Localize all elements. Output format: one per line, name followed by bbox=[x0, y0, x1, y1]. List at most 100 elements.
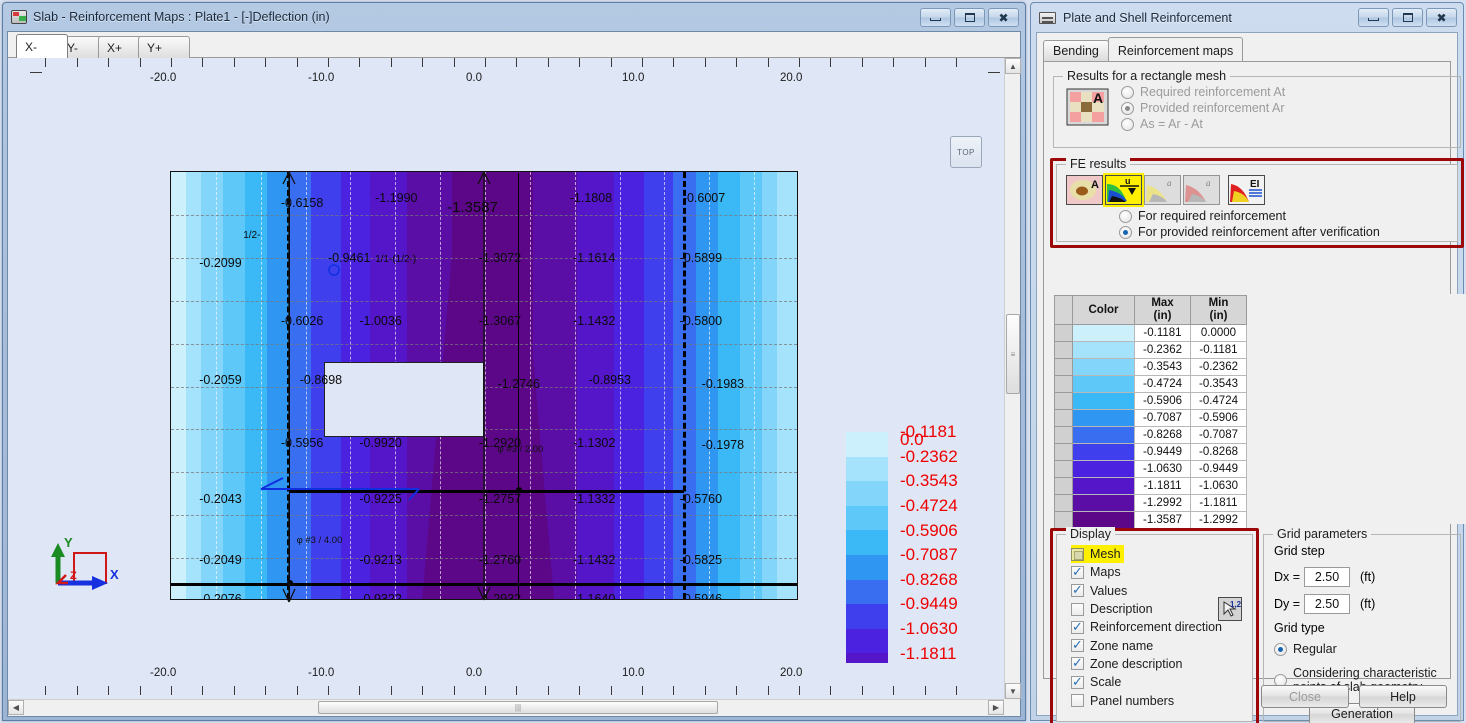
row-selector[interactable] bbox=[1054, 409, 1073, 427]
vertical-scrollbar[interactable]: ▲ ≡ ▼ bbox=[1004, 58, 1021, 699]
color-table-row[interactable]: -0.3543 -0.2362 bbox=[1054, 358, 1247, 376]
vertical-scroll-thumb[interactable]: ≡ bbox=[1006, 314, 1020, 394]
ruler-label-x: -20.0 bbox=[150, 667, 177, 679]
tab-reinforcement-maps[interactable]: Reinforcement maps bbox=[1107, 37, 1244, 61]
display-option-zone-description[interactable]: Zone description bbox=[1071, 655, 1222, 673]
option-provided-reinforcement-ar[interactable]: Provided reinforcement Ar bbox=[1121, 101, 1285, 115]
stiffness-ei-icon[interactable]: EI bbox=[1228, 175, 1265, 205]
display-option-reinforcement-direction[interactable]: Reinforcement direction bbox=[1071, 618, 1222, 636]
deflection-map-plot[interactable]: -0.6158 -1.1990 -1.1808 -0.6007 1/2- -0.2099 -… bbox=[10, 94, 1004, 663]
generation-button[interactable]: Generation bbox=[1309, 703, 1415, 723]
color-table-row[interactable]: -1.1811 -1.0630 bbox=[1054, 477, 1247, 495]
view-top-button[interactable]: TOP bbox=[950, 136, 982, 168]
color-swatch[interactable] bbox=[1072, 443, 1135, 461]
color-table-row[interactable]: -0.8268 -0.7087 bbox=[1054, 426, 1247, 444]
display-option-panel-numbers[interactable]: Panel numbers bbox=[1071, 691, 1222, 709]
close-dialog-button[interactable]: Close bbox=[1261, 685, 1349, 708]
color-swatch[interactable] bbox=[1072, 392, 1135, 410]
help-button[interactable]: Help bbox=[1359, 685, 1447, 708]
color-table-row[interactable]: -1.0630 -0.9449 bbox=[1054, 460, 1247, 478]
max-value: -0.8268 bbox=[1134, 426, 1191, 444]
scroll-right-button[interactable]: ▶ bbox=[988, 700, 1004, 715]
grid-type-regular[interactable]: Regular bbox=[1274, 642, 1337, 656]
checkbox-icon bbox=[1071, 602, 1084, 616]
row-selector[interactable] bbox=[1054, 511, 1073, 529]
option-for-required-reinforcement[interactable]: For required reinforcement bbox=[1119, 209, 1380, 223]
color-swatch[interactable] bbox=[1072, 460, 1135, 478]
color-table-row[interactable]: -0.5906 -0.4724 bbox=[1054, 392, 1247, 410]
row-selector[interactable] bbox=[1054, 494, 1073, 512]
color-scale-table-wrap[interactable]: Color Max (in) Min (in) bbox=[1053, 294, 1466, 529]
color-scale-table[interactable]: Color Max (in) Min (in) bbox=[1054, 295, 1247, 529]
close-button[interactable]: ✖ bbox=[988, 8, 1019, 27]
option-required-reinforcement-at[interactable]: Required reinforcement At bbox=[1121, 85, 1285, 99]
contour-value-label: -1.1808 bbox=[569, 191, 613, 206]
display-option-scale[interactable]: Scale bbox=[1071, 673, 1222, 691]
option-as-equals[interactable]: As = Ar - At bbox=[1121, 117, 1285, 131]
legend-swatch bbox=[846, 530, 888, 555]
color-swatch[interactable] bbox=[1072, 375, 1135, 393]
checkbox-icon bbox=[1071, 619, 1084, 634]
maximize-button[interactable] bbox=[954, 8, 985, 27]
value-format-icon[interactable]: 1,2 bbox=[1218, 597, 1242, 621]
tab-x-minus[interactable]: X- bbox=[16, 34, 68, 58]
display-option-maps[interactable]: Maps bbox=[1071, 563, 1222, 581]
color-table-row[interactable]: -0.4724 -0.3543 bbox=[1054, 375, 1247, 393]
scroll-down-button[interactable]: ▼ bbox=[1005, 683, 1021, 699]
display-option-mesh[interactable]: Mesh bbox=[1071, 545, 1124, 564]
color-table-row[interactable]: -1.2992 -1.1811 bbox=[1054, 494, 1247, 512]
display-option-values[interactable]: Values bbox=[1071, 582, 1222, 600]
color-table-row[interactable]: -0.9449 -0.8268 bbox=[1054, 443, 1247, 461]
ruler-tick bbox=[579, 686, 581, 695]
horizontal-scrollbar[interactable]: ◀ ||| ▶ bbox=[8, 699, 1004, 716]
checkbox-icon bbox=[1071, 637, 1084, 653]
color-swatch[interactable] bbox=[1072, 341, 1135, 359]
color-table-row[interactable]: -1.3587 -1.2992 bbox=[1054, 511, 1247, 529]
option-for-provided-after-verification[interactable]: For provided reinforcement after verific… bbox=[1119, 225, 1380, 239]
row-selector[interactable] bbox=[1054, 426, 1073, 444]
contour-value-label: -1.1432 bbox=[572, 313, 616, 328]
color-table-row[interactable]: -0.7087 -0.5906 bbox=[1054, 409, 1247, 427]
color-table-row[interactable]: -0.1181 0.0000 bbox=[1054, 324, 1247, 342]
gridline-vertical bbox=[574, 172, 576, 599]
row-selector[interactable] bbox=[1054, 460, 1073, 478]
displacement-u-icon[interactable]: u bbox=[1103, 173, 1144, 207]
row-selector[interactable] bbox=[1054, 392, 1073, 410]
legend-row: -0.3543 bbox=[846, 471, 958, 506]
ruler-tick bbox=[673, 58, 675, 67]
row-selector[interactable] bbox=[1054, 477, 1073, 495]
row-selector[interactable] bbox=[1054, 375, 1073, 393]
legend-value: -0.9449 bbox=[900, 594, 958, 614]
row-selector[interactable] bbox=[1054, 324, 1073, 342]
drawing-canvas-area[interactable]: -20.0 -10.0 0.0 10.0 20.0 -20.0 -10.0 0.0 10.0 2… bbox=[8, 58, 1021, 716]
scroll-up-button[interactable]: ▲ bbox=[1005, 58, 1021, 74]
dialog-maximize-button[interactable] bbox=[1392, 8, 1423, 27]
contour-band bbox=[702, 172, 712, 599]
dy-input[interactable]: 2.50 bbox=[1304, 594, 1350, 614]
mdi-titlebar[interactable]: Slab - Reinforcement Maps : Plate1 - [-]… bbox=[3, 3, 1025, 31]
row-selector[interactable] bbox=[1054, 341, 1073, 359]
display-option-description[interactable]: Description bbox=[1071, 600, 1222, 618]
color-swatch[interactable] bbox=[1072, 477, 1135, 495]
dialog-minimize-button[interactable] bbox=[1358, 8, 1389, 27]
color-swatch[interactable] bbox=[1072, 409, 1135, 427]
color-swatch[interactable] bbox=[1072, 494, 1135, 512]
dialog-close-button[interactable]: ✖ bbox=[1426, 8, 1457, 27]
scroll-left-button[interactable]: ◀ bbox=[8, 700, 24, 715]
color-swatch[interactable] bbox=[1072, 511, 1135, 529]
tab-y-plus-label: Y+ bbox=[147, 40, 163, 55]
color-swatch[interactable] bbox=[1072, 324, 1135, 342]
row-selector[interactable] bbox=[1054, 358, 1073, 376]
color-table-row[interactable]: -0.2362 -0.1181 bbox=[1054, 341, 1247, 359]
tab-y-plus[interactable]: Y+ bbox=[138, 36, 190, 58]
color-swatch[interactable] bbox=[1072, 358, 1135, 376]
dialog-titlebar[interactable]: Plate and Shell Reinforcement ✖ bbox=[1031, 3, 1463, 32]
horizontal-scroll-thumb[interactable]: ||| bbox=[318, 701, 718, 714]
dx-input[interactable]: 2.50 bbox=[1304, 567, 1350, 587]
color-swatch[interactable] bbox=[1072, 426, 1135, 444]
row-selector[interactable] bbox=[1054, 443, 1073, 461]
minimize-button[interactable] bbox=[920, 8, 951, 27]
reinforcement-area-icon[interactable]: A bbox=[1066, 175, 1103, 205]
display-option-zone-name[interactable]: Zone name bbox=[1071, 636, 1222, 654]
tab-bending[interactable]: Bending bbox=[1043, 40, 1109, 61]
